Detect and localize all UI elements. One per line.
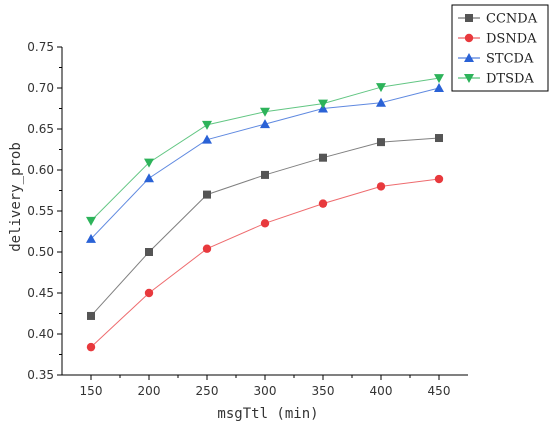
y-tick-label: 0.40 — [27, 327, 54, 341]
y-axis-title: delivery_prob — [8, 142, 24, 252]
series-line-dsnda — [90, 178, 440, 348]
legend-item-dsnda: DSNDA — [458, 32, 537, 47]
data-point-dtsda — [434, 74, 444, 84]
data-point-ccnda — [261, 170, 269, 179]
data-point-stcda — [144, 173, 154, 183]
y-tick-label: 0.65 — [27, 122, 54, 136]
series-ccnda — [87, 134, 443, 320]
series-layer — [86, 74, 444, 352]
data-point-stcda — [86, 233, 96, 243]
data-point-stcda — [202, 134, 212, 144]
y-tick-label: 0.70 — [27, 81, 54, 95]
data-point-dtsda — [202, 120, 212, 130]
x-tick-label: 400 — [370, 384, 393, 398]
data-point-dsnda — [260, 219, 270, 228]
legend-item-dtsda: DTSDA — [458, 72, 534, 87]
series-dsnda — [86, 174, 444, 352]
data-point-dsnda — [318, 199, 328, 208]
data-point-dsnda — [434, 174, 444, 184]
legend-marker-dsnda — [464, 33, 474, 43]
legend-label-ccnda: CCNDA — [486, 12, 538, 27]
legend-item-stcda: STCDA — [458, 52, 534, 67]
data-point-dtsda — [86, 216, 96, 226]
data-point-dtsda — [260, 107, 270, 117]
y-tick-label: 0.35 — [27, 368, 54, 382]
y-tick-label: 0.50 — [27, 245, 54, 259]
data-point-stcda — [376, 97, 386, 107]
y-tick-label: 0.45 — [27, 286, 54, 300]
data-point-stcda — [260, 119, 270, 129]
data-point-dsnda — [144, 288, 154, 298]
y-tick-label: 0.75 — [27, 40, 54, 54]
legend-item-ccnda: CCNDA — [458, 12, 538, 27]
x-tick-label: 150 — [80, 384, 103, 398]
legend-label-dtsda: DTSDA — [486, 72, 534, 87]
x-axis: 150 200 250 300 350 400 450 — [80, 375, 451, 398]
y-axis: 0.35 0.40 0.45 0.50 0.55 0.60 0.65 0.70 0.75 — [27, 40, 62, 382]
y-tick-label: 0.55 — [27, 204, 54, 218]
legend-marker-ccnda — [465, 14, 473, 22]
data-point-ccnda — [377, 138, 385, 147]
data-point-ccnda — [145, 248, 153, 256]
x-tick-label: 450 — [428, 384, 451, 398]
data-point-ccnda — [435, 134, 443, 143]
data-point-ccnda — [203, 190, 211, 199]
data-point-dsnda — [202, 244, 212, 253]
data-point-ccnda — [319, 153, 327, 162]
x-axis-title: msgTtl (min) — [217, 406, 318, 422]
data-point-dtsda — [144, 158, 154, 168]
x-tick-label: 250 — [196, 384, 219, 398]
x-tick-label: 350 — [312, 384, 335, 398]
data-point-dsnda — [376, 182, 386, 191]
legend-label-stcda: STCDA — [486, 52, 534, 67]
legend-marker-dtsda — [464, 74, 474, 83]
x-tick-label: 300 — [254, 384, 277, 398]
data-point-stcda — [434, 83, 444, 92]
legend-marker-stcda — [464, 53, 474, 62]
data-point-dtsda — [376, 83, 386, 93]
data-point-dsnda — [86, 342, 96, 352]
series-stcda — [86, 83, 444, 243]
y-tick-label: 0.60 — [27, 163, 54, 177]
data-point-dtsda — [318, 99, 328, 109]
legend: CCNDA DSNDA STCDA DTSDA — [451, 4, 549, 92]
series-line-dtsda — [90, 77, 440, 222]
x-tick-label: 200 — [138, 384, 161, 398]
series-dtsda — [86, 74, 444, 226]
legend-label-dsnda: DSNDA — [486, 32, 537, 47]
data-point-ccnda — [87, 311, 95, 320]
